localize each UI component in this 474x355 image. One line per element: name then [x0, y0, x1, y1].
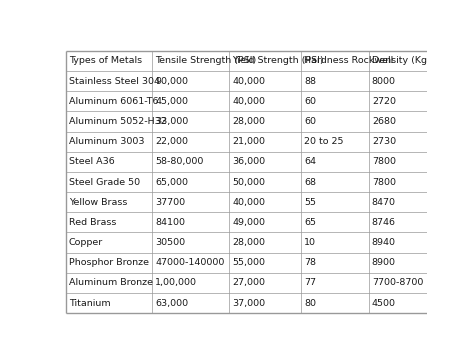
Text: 84100: 84100: [155, 218, 185, 227]
Text: 20 to 25: 20 to 25: [304, 137, 343, 146]
Text: 50,000: 50,000: [232, 178, 265, 186]
Text: Red Brass: Red Brass: [69, 218, 116, 227]
Text: Aluminum 6061-T6: Aluminum 6061-T6: [69, 97, 158, 106]
Text: Yellow Brass: Yellow Brass: [69, 198, 127, 207]
Text: 7800: 7800: [372, 157, 396, 166]
Text: 8900: 8900: [372, 258, 396, 267]
Text: 10: 10: [304, 238, 316, 247]
Text: 58-80,000: 58-80,000: [155, 157, 203, 166]
Text: 21,000: 21,000: [232, 137, 265, 146]
Text: 8470: 8470: [372, 198, 396, 207]
Text: 8940: 8940: [372, 238, 396, 247]
Text: Hardness Rockwell: Hardness Rockwell: [304, 56, 393, 65]
Text: Phosphor Bronze: Phosphor Bronze: [69, 258, 149, 267]
Text: 30500: 30500: [155, 238, 185, 247]
Text: 7800: 7800: [372, 178, 396, 186]
Text: Aluminum 5052-H32: Aluminum 5052-H32: [69, 117, 166, 126]
Text: Aluminum Bronze: Aluminum Bronze: [69, 278, 153, 288]
Text: Copper: Copper: [69, 238, 103, 247]
Text: 55: 55: [304, 198, 316, 207]
Text: Steel A36: Steel A36: [69, 157, 115, 166]
Text: 88: 88: [304, 77, 316, 86]
Text: 2730: 2730: [372, 137, 396, 146]
Text: 49,000: 49,000: [232, 218, 265, 227]
Text: 47000-140000: 47000-140000: [155, 258, 225, 267]
Text: 2720: 2720: [372, 97, 396, 106]
Text: 7700-8700: 7700-8700: [372, 278, 423, 288]
Text: 64: 64: [304, 157, 316, 166]
Text: Tensile Strength (PSI): Tensile Strength (PSI): [155, 56, 256, 65]
Text: 1,00,000: 1,00,000: [155, 278, 197, 288]
Text: 4500: 4500: [372, 299, 396, 308]
Text: 80: 80: [304, 299, 316, 308]
Text: 90,000: 90,000: [155, 77, 188, 86]
Text: 2680: 2680: [372, 117, 396, 126]
Text: 36,000: 36,000: [232, 157, 265, 166]
Text: 33,000: 33,000: [155, 117, 188, 126]
Text: Titanium: Titanium: [69, 299, 110, 308]
Text: Yield Strength (PSI): Yield Strength (PSI): [232, 56, 324, 65]
Text: 28,000: 28,000: [232, 238, 265, 247]
Text: 65,000: 65,000: [155, 178, 188, 186]
Text: Types of Metals: Types of Metals: [69, 56, 142, 65]
Text: 55,000: 55,000: [232, 258, 265, 267]
Text: 8000: 8000: [372, 77, 396, 86]
Text: 63,000: 63,000: [155, 299, 188, 308]
Text: Density (Kg/m³): Density (Kg/m³): [372, 56, 447, 65]
Text: 45,000: 45,000: [155, 97, 188, 106]
Text: 27,000: 27,000: [232, 278, 265, 288]
Text: 60: 60: [304, 117, 316, 126]
Text: Aluminum 3003: Aluminum 3003: [69, 137, 144, 146]
Text: 40,000: 40,000: [232, 97, 265, 106]
Text: 37700: 37700: [155, 198, 185, 207]
Text: Stainless Steel 304: Stainless Steel 304: [69, 77, 160, 86]
Text: 78: 78: [304, 258, 316, 267]
Text: 77: 77: [304, 278, 316, 288]
Text: 40,000: 40,000: [232, 77, 265, 86]
Text: 40,000: 40,000: [232, 198, 265, 207]
Text: 65: 65: [304, 218, 316, 227]
Text: 22,000: 22,000: [155, 137, 188, 146]
Text: 68: 68: [304, 178, 316, 186]
Text: Steel Grade 50: Steel Grade 50: [69, 178, 140, 186]
Text: 28,000: 28,000: [232, 117, 265, 126]
Text: 60: 60: [304, 97, 316, 106]
Text: 37,000: 37,000: [232, 299, 265, 308]
Text: 8746: 8746: [372, 218, 396, 227]
